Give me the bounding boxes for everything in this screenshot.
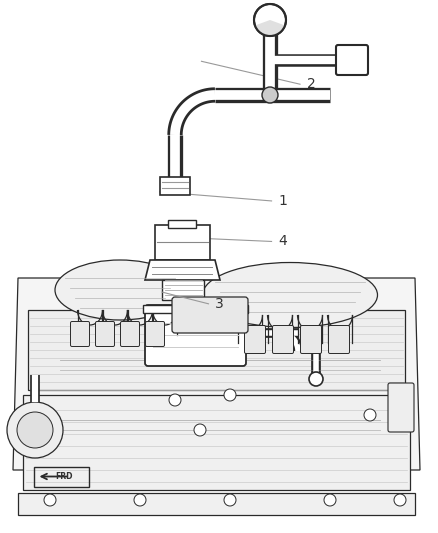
FancyBboxPatch shape xyxy=(244,326,265,353)
FancyBboxPatch shape xyxy=(328,326,350,353)
Bar xyxy=(18,493,415,515)
Circle shape xyxy=(309,372,323,386)
Bar xyxy=(160,177,190,195)
Circle shape xyxy=(324,494,336,506)
Polygon shape xyxy=(145,260,220,280)
FancyBboxPatch shape xyxy=(300,326,321,353)
Bar xyxy=(155,225,210,260)
Text: 2: 2 xyxy=(307,77,315,91)
FancyBboxPatch shape xyxy=(95,321,114,346)
Circle shape xyxy=(254,4,286,36)
FancyBboxPatch shape xyxy=(272,326,293,353)
FancyBboxPatch shape xyxy=(71,321,89,346)
Bar xyxy=(23,395,410,490)
Circle shape xyxy=(194,424,206,436)
FancyBboxPatch shape xyxy=(145,305,246,366)
Bar xyxy=(143,305,248,313)
FancyBboxPatch shape xyxy=(388,383,414,432)
Ellipse shape xyxy=(55,260,185,320)
Circle shape xyxy=(262,87,278,103)
FancyBboxPatch shape xyxy=(120,321,139,346)
Circle shape xyxy=(7,402,63,458)
Circle shape xyxy=(364,409,376,421)
FancyBboxPatch shape xyxy=(336,45,368,75)
Circle shape xyxy=(224,389,236,401)
FancyBboxPatch shape xyxy=(145,321,165,346)
Circle shape xyxy=(224,494,236,506)
Circle shape xyxy=(17,412,53,448)
Bar xyxy=(28,310,405,390)
Circle shape xyxy=(169,394,181,406)
FancyArrowPatch shape xyxy=(42,474,67,479)
Bar xyxy=(162,280,204,300)
Circle shape xyxy=(394,494,406,506)
Circle shape xyxy=(134,494,146,506)
Text: FRD: FRD xyxy=(55,472,72,481)
Circle shape xyxy=(44,494,56,506)
Wedge shape xyxy=(255,20,285,36)
FancyBboxPatch shape xyxy=(172,297,248,333)
Bar xyxy=(168,220,196,228)
Text: 1: 1 xyxy=(278,194,287,208)
Polygon shape xyxy=(13,278,420,470)
Text: 4: 4 xyxy=(278,235,287,248)
Ellipse shape xyxy=(202,262,378,327)
Text: 3: 3 xyxy=(215,297,223,311)
